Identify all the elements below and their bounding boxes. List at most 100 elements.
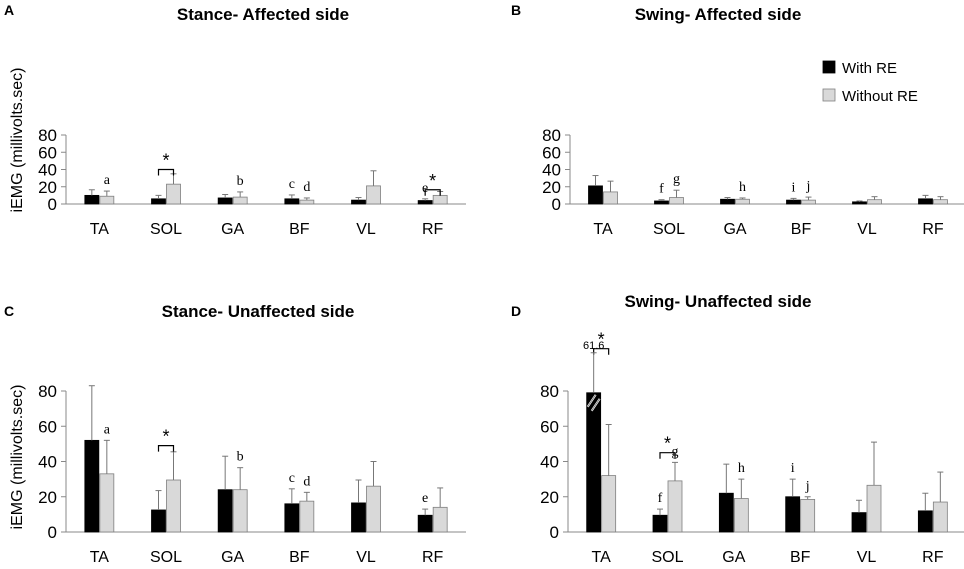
bar-without-re — [800, 498, 816, 533]
bar-without-re — [232, 196, 248, 205]
panel-title: Swing- Unaffected side — [624, 292, 811, 311]
x-tick-label: VL — [857, 549, 877, 566]
x-tick-label: TA — [90, 221, 110, 238]
significance-bracket — [157, 445, 175, 452]
annotation-letter: d — [303, 180, 310, 195]
y-tick-label: 60 — [38, 143, 57, 162]
annotation-letter: f — [659, 182, 664, 197]
annotation-letter: a — [104, 422, 111, 437]
x-tick-label: RF — [922, 221, 944, 238]
y-tick-label: 60 — [542, 143, 561, 162]
bar-with-re — [151, 198, 166, 205]
annotation-letter: e — [422, 491, 428, 506]
bar-without-re — [932, 501, 948, 533]
y-tick-label: 0 — [550, 523, 559, 542]
panel-title: Stance- Affected side — [177, 5, 349, 24]
x-tick-label: BF — [791, 221, 812, 238]
legend-swatch-without-re — [822, 88, 836, 102]
x-tick-label: RF — [922, 549, 944, 566]
y-tick-label: 20 — [38, 488, 57, 507]
bar-without-re — [366, 485, 381, 533]
y-tick-label: 0 — [48, 195, 57, 214]
legend-swatch-with-re — [822, 60, 836, 74]
bar-with-re — [718, 492, 734, 533]
bar-with-re — [351, 199, 366, 205]
bar-with-re — [852, 201, 867, 205]
bar-with-re — [417, 200, 433, 205]
x-tick-label: BF — [289, 221, 310, 238]
legend-label-with-re: With RE — [842, 60, 897, 77]
y-tick-label: 40 — [540, 453, 559, 472]
bar-with-re — [586, 392, 602, 533]
bar-without-re — [99, 195, 115, 205]
bar-with-re — [417, 514, 433, 533]
annotation-letter: f — [658, 491, 663, 506]
annotation-letter: i — [791, 461, 795, 476]
bar-without-re — [299, 500, 315, 533]
y-tick-label: 20 — [38, 178, 57, 197]
annotation-letter: h — [739, 180, 746, 195]
bar-without-re — [99, 473, 115, 533]
x-tick-label: GA — [723, 221, 746, 238]
y-tick-label: 80 — [38, 126, 57, 145]
annotation-letter: g — [672, 444, 679, 459]
bar-without-re — [866, 484, 882, 533]
y-tick-label: 40 — [38, 161, 57, 180]
bar-with-re — [351, 502, 366, 533]
bar-without-re — [867, 199, 882, 205]
panel-letter: A — [4, 2, 14, 18]
x-tick-label: SOL — [651, 549, 683, 566]
panel-title: Swing- Affected side — [635, 5, 802, 24]
bar-with-re — [654, 200, 669, 205]
annotation-letter: b — [237, 174, 244, 189]
bar-without-re — [299, 199, 315, 205]
panel-letter: B — [511, 2, 521, 18]
annotation-letter: j — [806, 179, 811, 194]
bar-with-re — [588, 185, 603, 205]
y-tick-label: 40 — [38, 453, 57, 472]
annotation-letter: i — [792, 180, 796, 195]
legend-label-without-re: Without RE — [842, 88, 918, 105]
x-tick-label: SOL — [653, 221, 685, 238]
x-tick-label: VL — [356, 549, 376, 566]
bar-with-re — [652, 514, 668, 533]
bar-without-re — [603, 191, 618, 205]
y-tick-label: 60 — [540, 417, 559, 436]
y-tick-label: 20 — [542, 178, 561, 197]
y-tick-label: 0 — [48, 523, 57, 542]
broken-axis-value: 61.6 — [583, 340, 604, 352]
panel-title: Stance- Unaffected side — [162, 302, 355, 321]
y-tick-label: 20 — [540, 488, 559, 507]
significance-star: * — [162, 151, 169, 171]
x-tick-label: GA — [722, 549, 745, 566]
bar-without-re — [366, 185, 381, 205]
x-tick-label: VL — [857, 221, 877, 238]
y-tick-label: 80 — [542, 126, 561, 145]
y-tick-label: 60 — [38, 417, 57, 436]
significance-bracket — [157, 168, 175, 176]
x-tick-label: TA — [90, 549, 110, 566]
bar-with-re — [217, 489, 233, 533]
bar-with-re — [720, 198, 735, 205]
x-tick-label: RF — [422, 549, 444, 566]
annotation-letter: c — [289, 177, 295, 192]
y-tick-label: 0 — [552, 195, 561, 214]
annotation-letter: g — [673, 172, 680, 187]
bar-with-re — [785, 496, 801, 533]
y-axis-label: iEMG (millivolts.sec) — [9, 385, 26, 530]
annotation-letter: h — [738, 461, 745, 476]
annotation-letter: d — [303, 474, 310, 489]
bar-without-re — [432, 506, 448, 533]
x-tick-label: SOL — [150, 549, 182, 566]
x-tick-label: VL — [356, 221, 376, 238]
panel-letter: D — [511, 303, 521, 319]
bar-without-re — [735, 198, 750, 205]
legend: With RE Without RE — [822, 60, 918, 105]
bar-without-re — [667, 480, 683, 533]
panel-a: A Stance- Affected side iEMG (millivolts.s… — [4, 2, 466, 238]
annotation-letter: j — [805, 479, 810, 494]
x-tick-label: GA — [221, 221, 244, 238]
bar-with-re — [217, 197, 233, 205]
